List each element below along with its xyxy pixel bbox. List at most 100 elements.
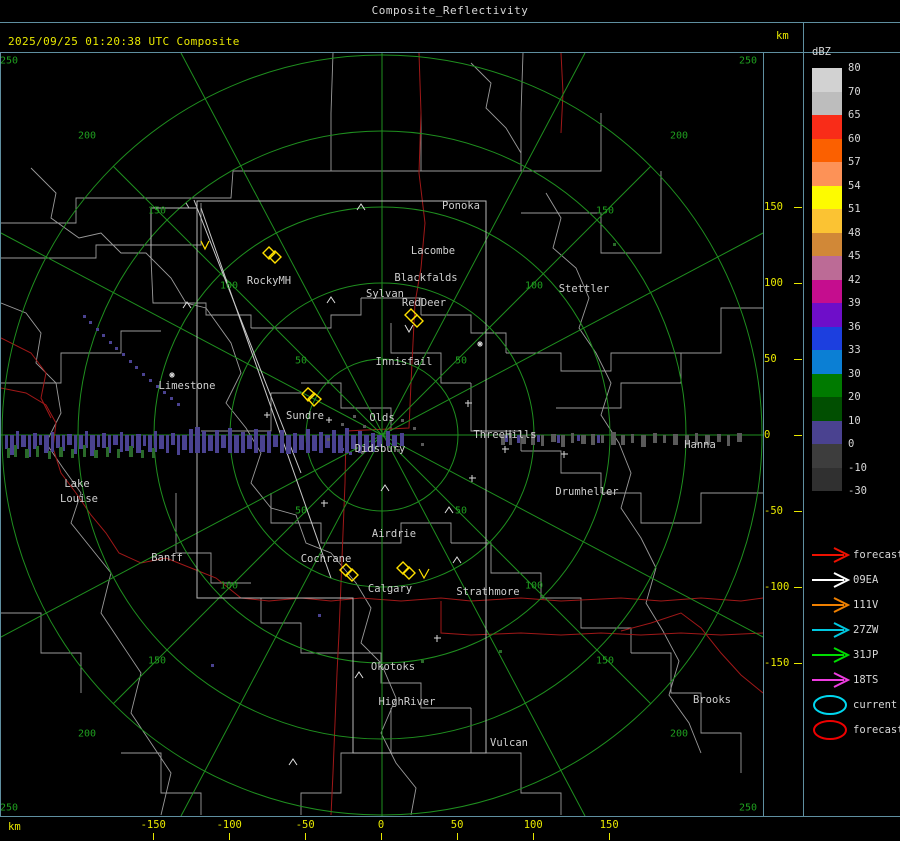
x-axis-tick <box>609 833 610 840</box>
colorbar-label: 57 <box>848 156 861 168</box>
x-axis-tick-label: 100 <box>523 819 543 831</box>
colorbar-label: 65 <box>848 109 861 121</box>
colorbar-swatch[interactable] <box>812 138 842 162</box>
colorbar-swatch[interactable] <box>812 444 842 468</box>
arrow-icon <box>808 593 858 618</box>
legend-row[interactable]: 111V <box>808 593 900 618</box>
colorbar-label: 36 <box>848 320 861 333</box>
range-ring-label: 250 <box>1 55 19 67</box>
range-ring-label: 150 <box>595 205 615 217</box>
legend: forecast 09EA 111V 27ZW 31JP 18TS current forec… <box>808 543 900 743</box>
arrow-icon <box>808 668 858 693</box>
colorbar-swatch[interactable] <box>812 232 842 256</box>
colorbar-swatch[interactable] <box>812 91 842 115</box>
colorbar[interactable] <box>812 68 842 491</box>
legend-row[interactable]: 18TS <box>808 668 900 693</box>
y-axis-tick-label: 100 <box>764 277 783 289</box>
frame-line-right-panel <box>803 22 804 816</box>
legend-label: 27ZW <box>853 624 879 636</box>
range-ring-label: 200 <box>669 130 689 142</box>
legend-label: forecast <box>853 724 900 736</box>
y-axis-tick <box>794 283 802 284</box>
y-axis: km 150 100 50 0 -50 -100 -150 <box>764 30 804 820</box>
colorbar-swatch[interactable] <box>812 303 842 327</box>
colorbar-title: dBZ <box>812 46 831 58</box>
range-ring-label: 100 <box>219 580 239 592</box>
y-axis-tick <box>794 359 802 360</box>
colorbar-label: 39 <box>848 297 861 309</box>
colorbar-swatch[interactable] <box>812 68 842 92</box>
colorbar-swatch[interactable] <box>812 115 842 139</box>
colorbar-swatch[interactable] <box>812 326 842 350</box>
colorbar-label: 48 <box>848 226 861 239</box>
range-ring-label: 50 <box>294 505 308 517</box>
x-axis-tick <box>533 833 534 840</box>
colorbar-swatch[interactable] <box>812 420 842 444</box>
x-axis-tick-label: 0 <box>377 819 385 831</box>
y-axis-tick <box>794 435 802 436</box>
range-ring-label: 200 <box>77 130 97 142</box>
colorbar-label: 30 <box>848 367 861 380</box>
legend-label: current <box>853 699 898 711</box>
colorbar-label: 20 <box>848 391 861 403</box>
colorbar-swatch[interactable] <box>812 279 842 303</box>
y-axis-tick-label: -50 <box>764 505 783 517</box>
y-axis-tick-label: 0 <box>764 429 771 441</box>
frame-line-bottom <box>0 816 900 817</box>
colorbar-swatch[interactable] <box>812 467 842 491</box>
legend-row[interactable]: forecast <box>808 718 900 743</box>
legend-label: forecast <box>853 549 900 561</box>
colorbar-swatch[interactable] <box>812 397 842 421</box>
colorbar-swatch[interactable] <box>812 162 842 186</box>
colorbar-label: 0 <box>848 438 855 450</box>
colorbar-swatch[interactable] <box>812 350 842 374</box>
station-markers <box>169 341 568 642</box>
legend-row[interactable]: forecast <box>808 543 900 568</box>
colorbar-swatch[interactable] <box>812 373 842 397</box>
x-axis-tick-label: -150 <box>140 819 166 831</box>
legend-row[interactable]: 27ZW <box>808 618 900 643</box>
ellipse-icon <box>808 693 858 718</box>
frame-line-under-stamp <box>0 52 900 53</box>
y-axis-tick-label: 50 <box>764 353 777 365</box>
y-axis-tick-label: -150 <box>764 657 790 669</box>
colorbar-label: 60 <box>848 132 861 145</box>
x-axis-tick-label: 50 <box>450 819 464 831</box>
range-ring-label: 150 <box>595 655 615 667</box>
storm-vectors <box>200 240 430 580</box>
colorbar-swatch[interactable] <box>812 256 842 280</box>
colorbar-label: 45 <box>848 250 861 262</box>
x-axis: km -150 -100 -50 0 50 100 150 <box>0 817 900 841</box>
colorbar-label: -10 <box>848 461 867 474</box>
x-axis-unit: km <box>8 821 21 833</box>
colorbar-label: 10 <box>848 414 861 427</box>
range-ring-label: 250 <box>1 802 19 814</box>
arrow-icon <box>808 643 858 668</box>
radar-canvas <box>1 53 763 816</box>
y-axis-tick-label: -100 <box>764 581 790 593</box>
y-axis-tick <box>794 207 802 208</box>
colorbar-label: 80 <box>848 62 861 74</box>
range-ring-label: 50 <box>454 505 468 517</box>
x-axis-tick <box>229 833 230 840</box>
legend-label: 31JP <box>853 649 879 661</box>
range-ring-label: 100 <box>219 280 239 292</box>
colorbar-swatch[interactable] <box>812 209 842 233</box>
colorbar-swatch[interactable] <box>812 185 842 209</box>
legend-row[interactable]: 31JP <box>808 643 900 668</box>
radar-display[interactable]: Ponoka Lacombe Blackfalds Sylvan RedDeer Stet… <box>1 53 763 816</box>
range-ring-label: 200 <box>77 728 97 740</box>
storm-track-lines <box>185 199 332 579</box>
legend-row[interactable]: 09EA <box>808 568 900 593</box>
watch-box <box>150 200 487 754</box>
colorbar-label: -30 <box>848 485 867 497</box>
x-axis-tick <box>305 833 306 840</box>
range-ring-label: 50 <box>294 355 308 367</box>
reflectivity-echoes <box>5 243 742 667</box>
cell-motion-vectors <box>182 203 462 766</box>
legend-row[interactable]: current <box>808 693 900 718</box>
x-axis-tick <box>153 833 154 840</box>
colorbar-label: 33 <box>848 344 861 356</box>
storm-cell-markers[interactable] <box>262 246 424 582</box>
